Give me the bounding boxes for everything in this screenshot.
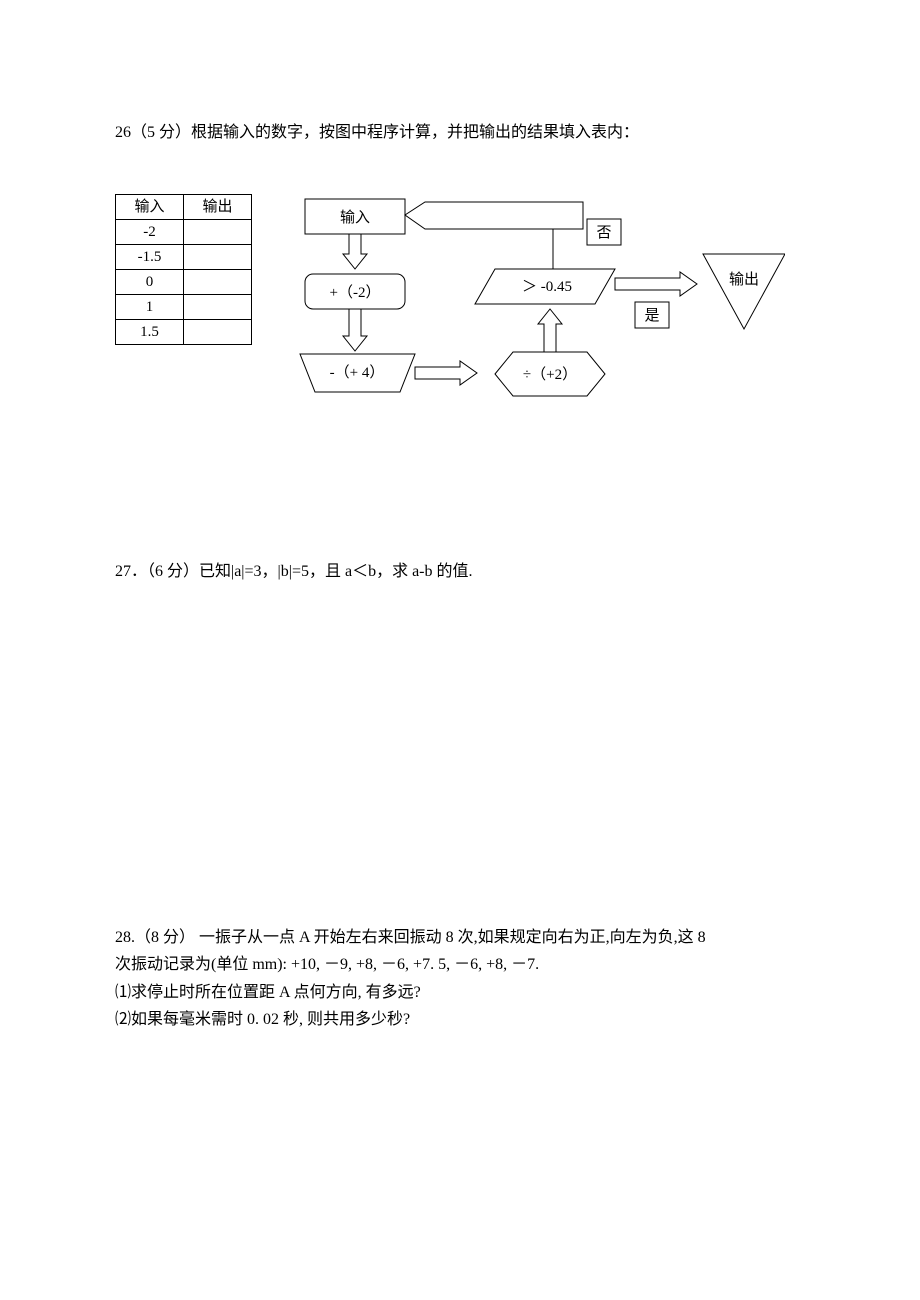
flow-div: ÷（+2） xyxy=(523,366,577,383)
arrow-right-1-icon xyxy=(415,361,477,385)
table-row: 0 xyxy=(116,269,252,294)
p28-line1: 28.（8 分） 一振子从一点 A 开始左右来回振动 8 次,如果规定向右为正,… xyxy=(115,924,805,951)
flow-cmp: ＞ -0.45 xyxy=(522,279,572,295)
flow-add: +（-2） xyxy=(330,284,381,301)
io-table: 输入 输出 -2 -1.5 0 1 1.5 xyxy=(115,194,252,345)
flow-no: 否 xyxy=(596,225,611,241)
p28-q1: ⑴求停止时所在位置距 A 点何方向, 有多远? xyxy=(115,979,805,1006)
problem-26: 26（5 分）根据输入的数字，按图中程序计算，并把输出的结果填入表内： 输入 输… xyxy=(115,120,805,444)
col-output: 输出 xyxy=(184,194,252,219)
p28-line2: 次振动记录为(单位 mm): +10, －9, +8, －6, +7. 5, －… xyxy=(115,951,805,978)
arrow-left-icon xyxy=(405,202,583,229)
table-row: 1.5 xyxy=(116,319,252,344)
flow-yes: 是 xyxy=(644,308,659,324)
flow-output: 输出 xyxy=(729,271,759,288)
flowchart-svg: 输入 +（-2） -（+ 4） ÷（+2） xyxy=(285,184,785,444)
table-row: 1 xyxy=(116,294,252,319)
arrow-up-icon xyxy=(538,309,562,352)
problem-27: 27．（6 分）已知|a|=3，|b|=5，且 a＜b，求 a-b 的值. xyxy=(115,559,805,585)
p27-text: 27．（6 分）已知|a|=3，|b|=5，且 a＜b，求 a-b 的值. xyxy=(115,559,805,585)
problem-28: 28.（8 分） 一振子从一点 A 开始左右来回振动 8 次,如果规定向右为正,… xyxy=(115,924,805,1033)
flow-sub: -（+ 4） xyxy=(330,364,385,381)
p28-q2: ⑵如果每毫米需时 0. 02 秒, 则共用多少秒? xyxy=(115,1006,805,1033)
col-input: 输入 xyxy=(116,194,184,219)
table-row: -2 xyxy=(116,219,252,244)
arrow-down-1-icon xyxy=(343,234,367,269)
flow-input: 输入 xyxy=(340,209,370,226)
p26-header: 26（5 分）根据输入的数字，按图中程序计算，并把输出的结果填入表内： xyxy=(115,120,805,146)
table-row: -1.5 xyxy=(116,244,252,269)
table-row: 输入 输出 xyxy=(116,194,252,219)
arrow-right-2-icon xyxy=(615,272,697,296)
diagram-area: 输入 输出 -2 -1.5 0 1 1.5 输入 +（-2） xyxy=(115,194,805,444)
arrow-down-2-icon xyxy=(343,309,367,351)
